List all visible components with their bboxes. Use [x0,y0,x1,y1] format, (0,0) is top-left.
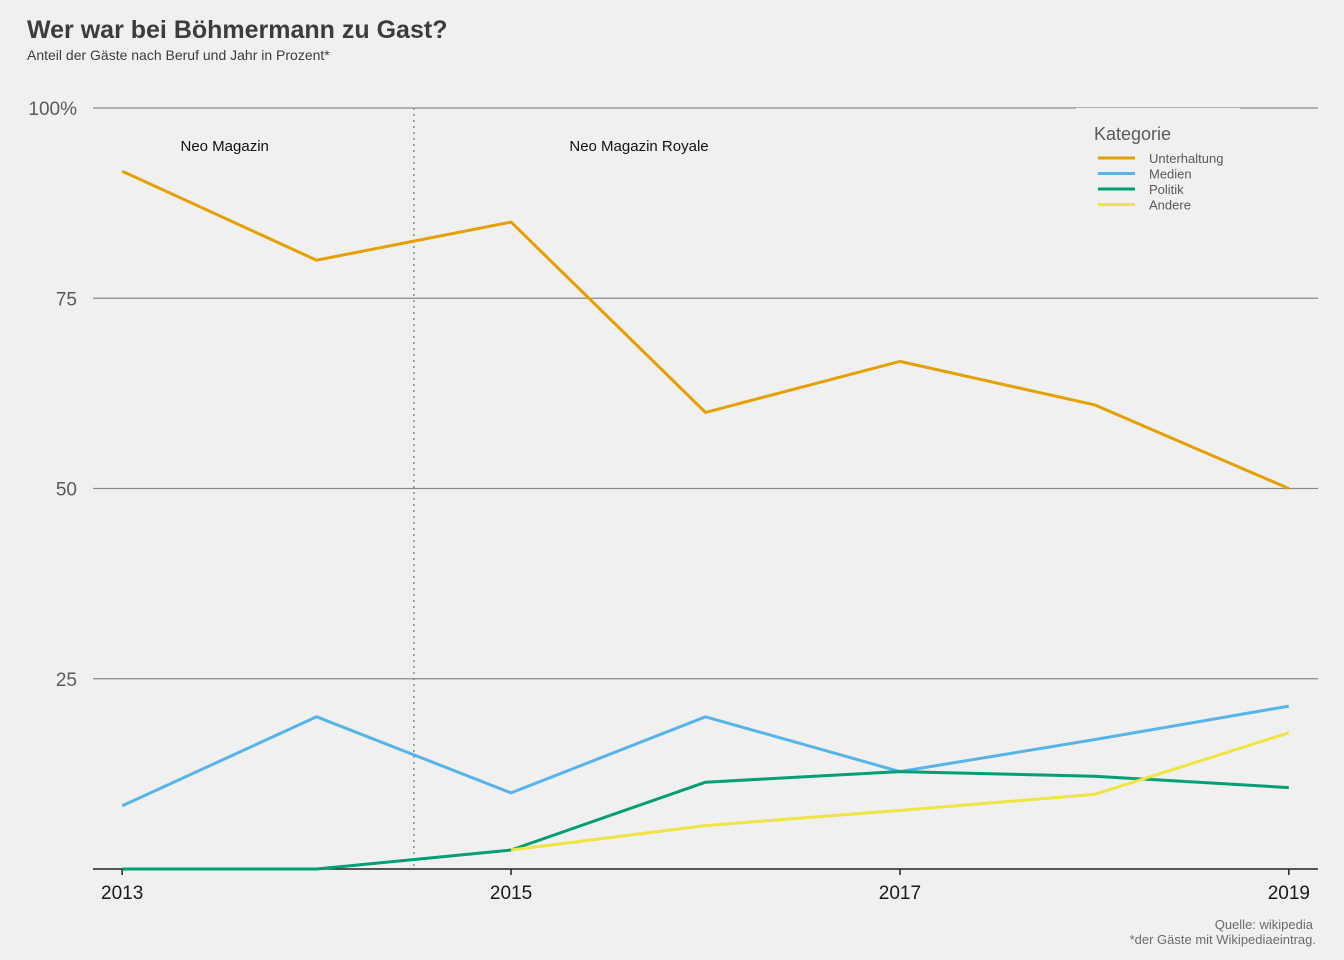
legend-label: Unterhaltung [1149,151,1223,166]
y-tick-label: 25 [56,670,77,691]
legend-label: Medien [1149,167,1192,182]
legend-label: Politik [1149,182,1184,197]
chart-subtitle: Anteil der Gäste nach Beruf und Jahr in … [27,47,330,63]
series-line-unterhaltung [121,169,1290,490]
x-tick-label: 2013 [101,883,143,904]
y-tick-label: 75 [56,289,77,310]
source-caption: Quelle: wikipedia [1214,917,1313,932]
x-tick-label: 2019 [1268,883,1310,904]
series-line-politik [122,770,1289,871]
chart-title: Wer war bei Böhmermann zu Gast? [27,16,448,44]
y-tick-label: 100% [28,99,77,120]
series-line-medien [121,704,1290,808]
y-tick-label: 50 [56,480,77,501]
x-tick-label: 2017 [879,883,921,904]
x-tick-label: 2015 [490,883,532,904]
series-line-andere [510,731,1290,852]
legend-title: Kategorie [1094,124,1171,144]
legend-box [1076,108,1240,218]
annotation-label: Neo Magazin [181,138,269,155]
annotation-label: Neo Magazin Royale [569,138,708,155]
legend-label: Andere [1149,198,1191,213]
note-caption: *der Gäste mit Wikipediaeintrag. [1129,932,1316,947]
